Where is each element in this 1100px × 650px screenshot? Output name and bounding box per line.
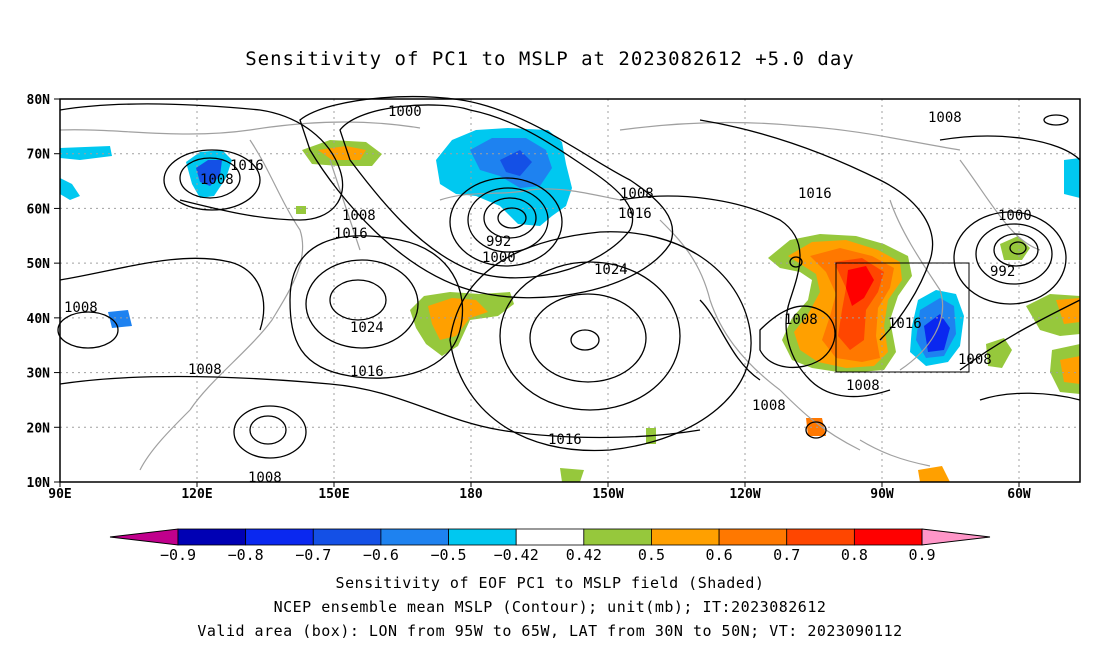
lat-tick-label: 40N <box>27 312 51 327</box>
contour-label: 1008 <box>64 300 98 316</box>
colorbar-label: −0.5 <box>430 546 466 564</box>
shade-negative <box>500 150 532 176</box>
contour-label: 1008 <box>752 398 786 414</box>
colorbar-swatch <box>448 528 517 546</box>
lon-tick-label: 90W <box>870 487 894 502</box>
mslp-contours <box>57 95 1081 459</box>
coastlines <box>59 121 1041 471</box>
lon-tick-label: 180 <box>459 487 483 502</box>
contour-label: 1024 <box>350 320 384 336</box>
shade-positive <box>560 468 584 482</box>
map-title: Sensitivity of PC1 to MSLP at 2023082612… <box>245 48 855 70</box>
lat-tick-label: 20N <box>27 421 51 436</box>
lat-tick-label: 80N <box>27 93 51 108</box>
contour-label: 1008 <box>200 172 234 188</box>
contour-label: 1016 <box>798 186 832 202</box>
colorbar-label: 0.5 <box>638 546 665 564</box>
colorbar-label: −0.7 <box>295 546 331 564</box>
lat-tick-label: 60N <box>27 202 51 217</box>
contour-label: 1016 <box>888 316 922 332</box>
contour-label: 1024 <box>594 262 628 278</box>
lat-tick-label: 50N <box>27 257 51 272</box>
contour-label: 1008 <box>846 378 880 394</box>
colorbar-under-triangle <box>109 528 179 546</box>
shade-positive <box>1000 236 1030 260</box>
colorbar-label: −0.8 <box>228 546 264 564</box>
contour-label: 1008 <box>620 186 654 202</box>
contour-label: 1016 <box>618 206 652 222</box>
shade-negative <box>108 310 132 328</box>
shade-positive <box>986 338 1012 368</box>
contour-label: 1000 <box>388 104 422 120</box>
lat-tick-label: 30N <box>27 367 51 382</box>
colorbar-label: −0.9 <box>160 546 196 564</box>
lon-tick-label: 60W <box>1007 487 1031 502</box>
caption-line-1: Sensitivity of EOF PC1 to MSLP field (Sh… <box>335 574 765 592</box>
colorbar-over-triangle <box>921 528 991 546</box>
shade-negative <box>60 146 112 160</box>
lon-tick-label: 150E <box>318 487 349 502</box>
shade-negative <box>924 314 950 352</box>
colorbar-swatch <box>380 528 449 546</box>
contour-label: 1008 <box>248 470 282 486</box>
contour-label: 1008 <box>784 312 818 328</box>
contour-label: 1008 <box>958 352 992 368</box>
colorbar-swatch <box>853 528 923 546</box>
colorbar-label: 0.7 <box>773 546 800 564</box>
caption-line-3: Valid area (box): LON from 95W to 65W, L… <box>197 622 903 640</box>
lon-tick-label: 150W <box>592 487 623 502</box>
colorbar-swatch <box>515 528 585 546</box>
shade-negative <box>1064 158 1080 198</box>
colorbar-swatch <box>245 528 314 546</box>
lon-tick-label: 90E <box>48 487 71 502</box>
map-frame <box>59 98 1081 483</box>
contour-label: 1016 <box>350 364 384 380</box>
colorbar-label: −0.42 <box>494 546 539 564</box>
lat-tick-label: 10N <box>27 476 51 491</box>
colorbar-swatch <box>651 528 720 546</box>
colorbar-swatch <box>786 528 855 546</box>
contour-label: 1016 <box>230 158 264 174</box>
contour-label: 1008 <box>342 208 376 224</box>
shade-positive <box>918 466 950 482</box>
shade-negative <box>196 160 222 186</box>
colorbar-label: −0.6 <box>363 546 399 564</box>
colorbar: −0.9 −0.8 −0.7 −0.6 −0.5 −0.42 0.42 0.5 0.6 0.7 0.… <box>109 528 991 564</box>
colorbar-swatch <box>312 528 382 546</box>
colorbar-label: 0.9 <box>908 546 935 564</box>
shade-positive <box>1060 356 1080 384</box>
sensitivity-shading <box>60 128 1080 482</box>
colorbar-label: 0.8 <box>841 546 868 564</box>
contour-label: 992 <box>486 234 511 250</box>
colorbar-label: 0.6 <box>706 546 733 564</box>
contour-label: 1000 <box>998 208 1032 224</box>
colorbar-swatch <box>583 528 652 546</box>
shade-positive <box>846 266 874 306</box>
colorbar-label: 0.42 <box>566 546 602 564</box>
shade-positive <box>428 298 488 340</box>
shade-positive <box>296 206 306 214</box>
contour-label: 992 <box>990 264 1015 280</box>
contour-label-layer: 1000 1008 1016 1016 1008 1008 1016 992 1… <box>64 104 1032 486</box>
contour-label: 1008 <box>188 362 222 378</box>
colorbar-swatch <box>718 528 788 546</box>
caption-line-2: NCEP ensemble mean MSLP (Contour); unit(… <box>273 598 827 616</box>
lon-tick-label: 120E <box>181 487 212 502</box>
valid-area-box <box>835 262 970 373</box>
contour-label: 1016 <box>548 432 582 448</box>
shade-negative <box>60 178 80 200</box>
contour-label: 1016 <box>334 226 368 242</box>
contour-label: 1008 <box>928 110 962 126</box>
lat-tick-label: 70N <box>27 148 51 163</box>
contour-label: 1000 <box>482 250 516 266</box>
colorbar-swatch <box>177 528 247 546</box>
lon-tick-label: 120W <box>729 487 760 502</box>
